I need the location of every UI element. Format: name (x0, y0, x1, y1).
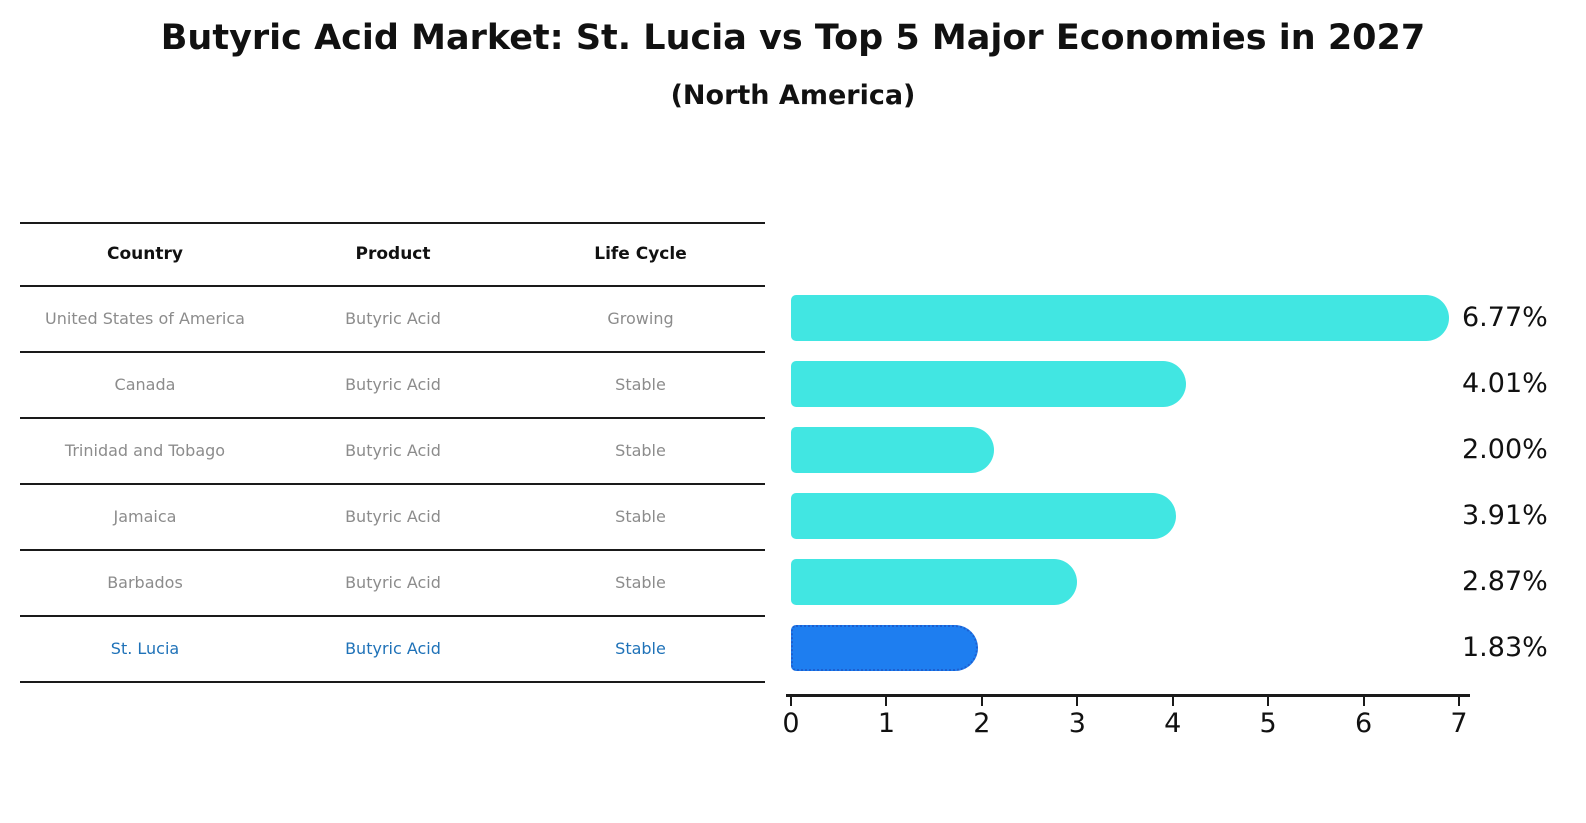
x-axis-tick (1362, 697, 1365, 706)
cell-country: Jamaica (113, 506, 177, 526)
bar-canada (791, 361, 1186, 407)
cell-product: Butyric Acid (345, 572, 441, 592)
table-rule (20, 285, 765, 287)
cell-country: Trinidad and Tobago (64, 440, 226, 460)
bar-value-label: 1.83% (1462, 632, 1548, 663)
table-row: United States of America Butyric Acid Grow… (20, 285, 765, 351)
bar-value-label: 4.01% (1462, 368, 1548, 399)
x-axis-tick-label: 0 (782, 708, 800, 739)
cell-product: Butyric Acid (345, 638, 441, 658)
table-rule (20, 483, 765, 485)
table-rule (20, 549, 765, 551)
table-rule (20, 222, 765, 224)
x-axis-tick-label: 2 (973, 708, 991, 739)
cell-life-cycle: Stable (615, 572, 666, 592)
table-rule (20, 417, 765, 419)
cell-life-cycle: Stable (615, 440, 666, 460)
cell-country: United States of America (45, 308, 245, 328)
bar-value-label: 2.87% (1462, 566, 1548, 597)
x-axis-tick (980, 697, 983, 706)
cell-country: Barbados (107, 572, 183, 592)
x-axis-tick (885, 697, 888, 706)
bar-value-label: 3.91% (1462, 500, 1548, 531)
cell-life-cycle: Stable (615, 374, 666, 394)
cell-product: Butyric Acid (345, 506, 441, 526)
table-rule (20, 351, 765, 353)
col-header-product: Product (355, 243, 431, 264)
bar-st-lucia (791, 625, 978, 671)
chart-subtitle: (North America) (670, 80, 916, 111)
cell-product: Butyric Acid (345, 374, 441, 394)
bar-value-label: 2.00% (1462, 434, 1548, 465)
table-row: Canada Butyric Acid Stable (20, 351, 765, 417)
bar-united-states-of-america (791, 295, 1450, 341)
cell-country: Canada (114, 374, 176, 394)
x-axis-line (786, 694, 1470, 697)
table-row: Barbados Butyric Acid Stable (20, 549, 765, 615)
bar-value-label: 6.77% (1462, 302, 1548, 333)
cell-life-cycle: Growing (607, 308, 674, 328)
x-axis-tick (1076, 697, 1079, 706)
x-axis-tick-label: 5 (1259, 708, 1277, 739)
chart-title: Butyric Acid Market: St. Lucia vs Top 5 … (160, 18, 1426, 58)
x-axis-tick (790, 697, 792, 706)
bar-jamaica (791, 493, 1177, 539)
col-header-life-cycle: Life Cycle (594, 243, 687, 264)
table-row: St. Lucia Butyric Acid Stable (20, 615, 765, 681)
table-rule (20, 615, 765, 617)
cell-product: Butyric Acid (345, 308, 441, 328)
col-header-country: Country (107, 243, 183, 264)
x-axis-tick (1458, 697, 1460, 706)
x-axis-tick (1267, 697, 1270, 706)
cell-product: Butyric Acid (345, 440, 441, 460)
table-rule (20, 681, 765, 683)
table-row: Trinidad and Tobago Butyric Acid Stable (20, 417, 765, 483)
table-header-row: Country Product Life Cycle (20, 222, 765, 285)
x-axis-tick-label: 1 (877, 708, 896, 739)
x-axis-tick-label: 7 (1450, 708, 1468, 739)
x-axis-tick (1171, 697, 1174, 706)
x-axis-tick-label: 6 (1354, 708, 1373, 739)
cell-life-cycle: Stable (615, 506, 666, 526)
cell-life-cycle: Stable (615, 638, 666, 658)
bar-trinidad-and-tobago (791, 427, 994, 473)
bar-barbados (791, 559, 1077, 605)
cell-country: St. Lucia (110, 638, 180, 658)
table-row: Jamaica Butyric Acid Stable (20, 483, 765, 549)
x-axis-tick-label: 3 (1068, 708, 1086, 739)
x-axis-tick-label: 4 (1164, 708, 1182, 739)
